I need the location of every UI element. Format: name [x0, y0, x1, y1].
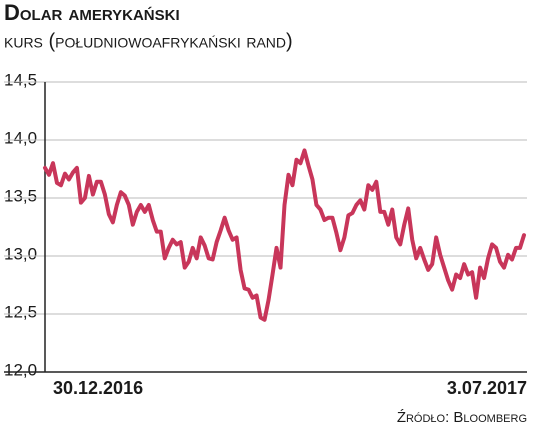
- y-tick-label: 12,0: [4, 360, 37, 379]
- y-tick-label: 14,0: [4, 128, 37, 147]
- y-tick-label: 13,5: [4, 186, 37, 205]
- y-tick-label: 13,0: [4, 244, 37, 263]
- y-tick-label: 12,5: [4, 302, 37, 321]
- chart-title: Dolar amerykański: [4, 0, 180, 25]
- x-tick-label: 30.12.2016: [53, 378, 143, 398]
- y-tick-label: 14,5: [4, 70, 37, 89]
- line: [43, 148, 526, 322]
- x-tick-label: 3.07.2017: [447, 378, 527, 398]
- chart-subtitle: kurs (południowoafrykański rand): [4, 30, 293, 52]
- source: Źródło: Bloomberg: [397, 409, 527, 426]
